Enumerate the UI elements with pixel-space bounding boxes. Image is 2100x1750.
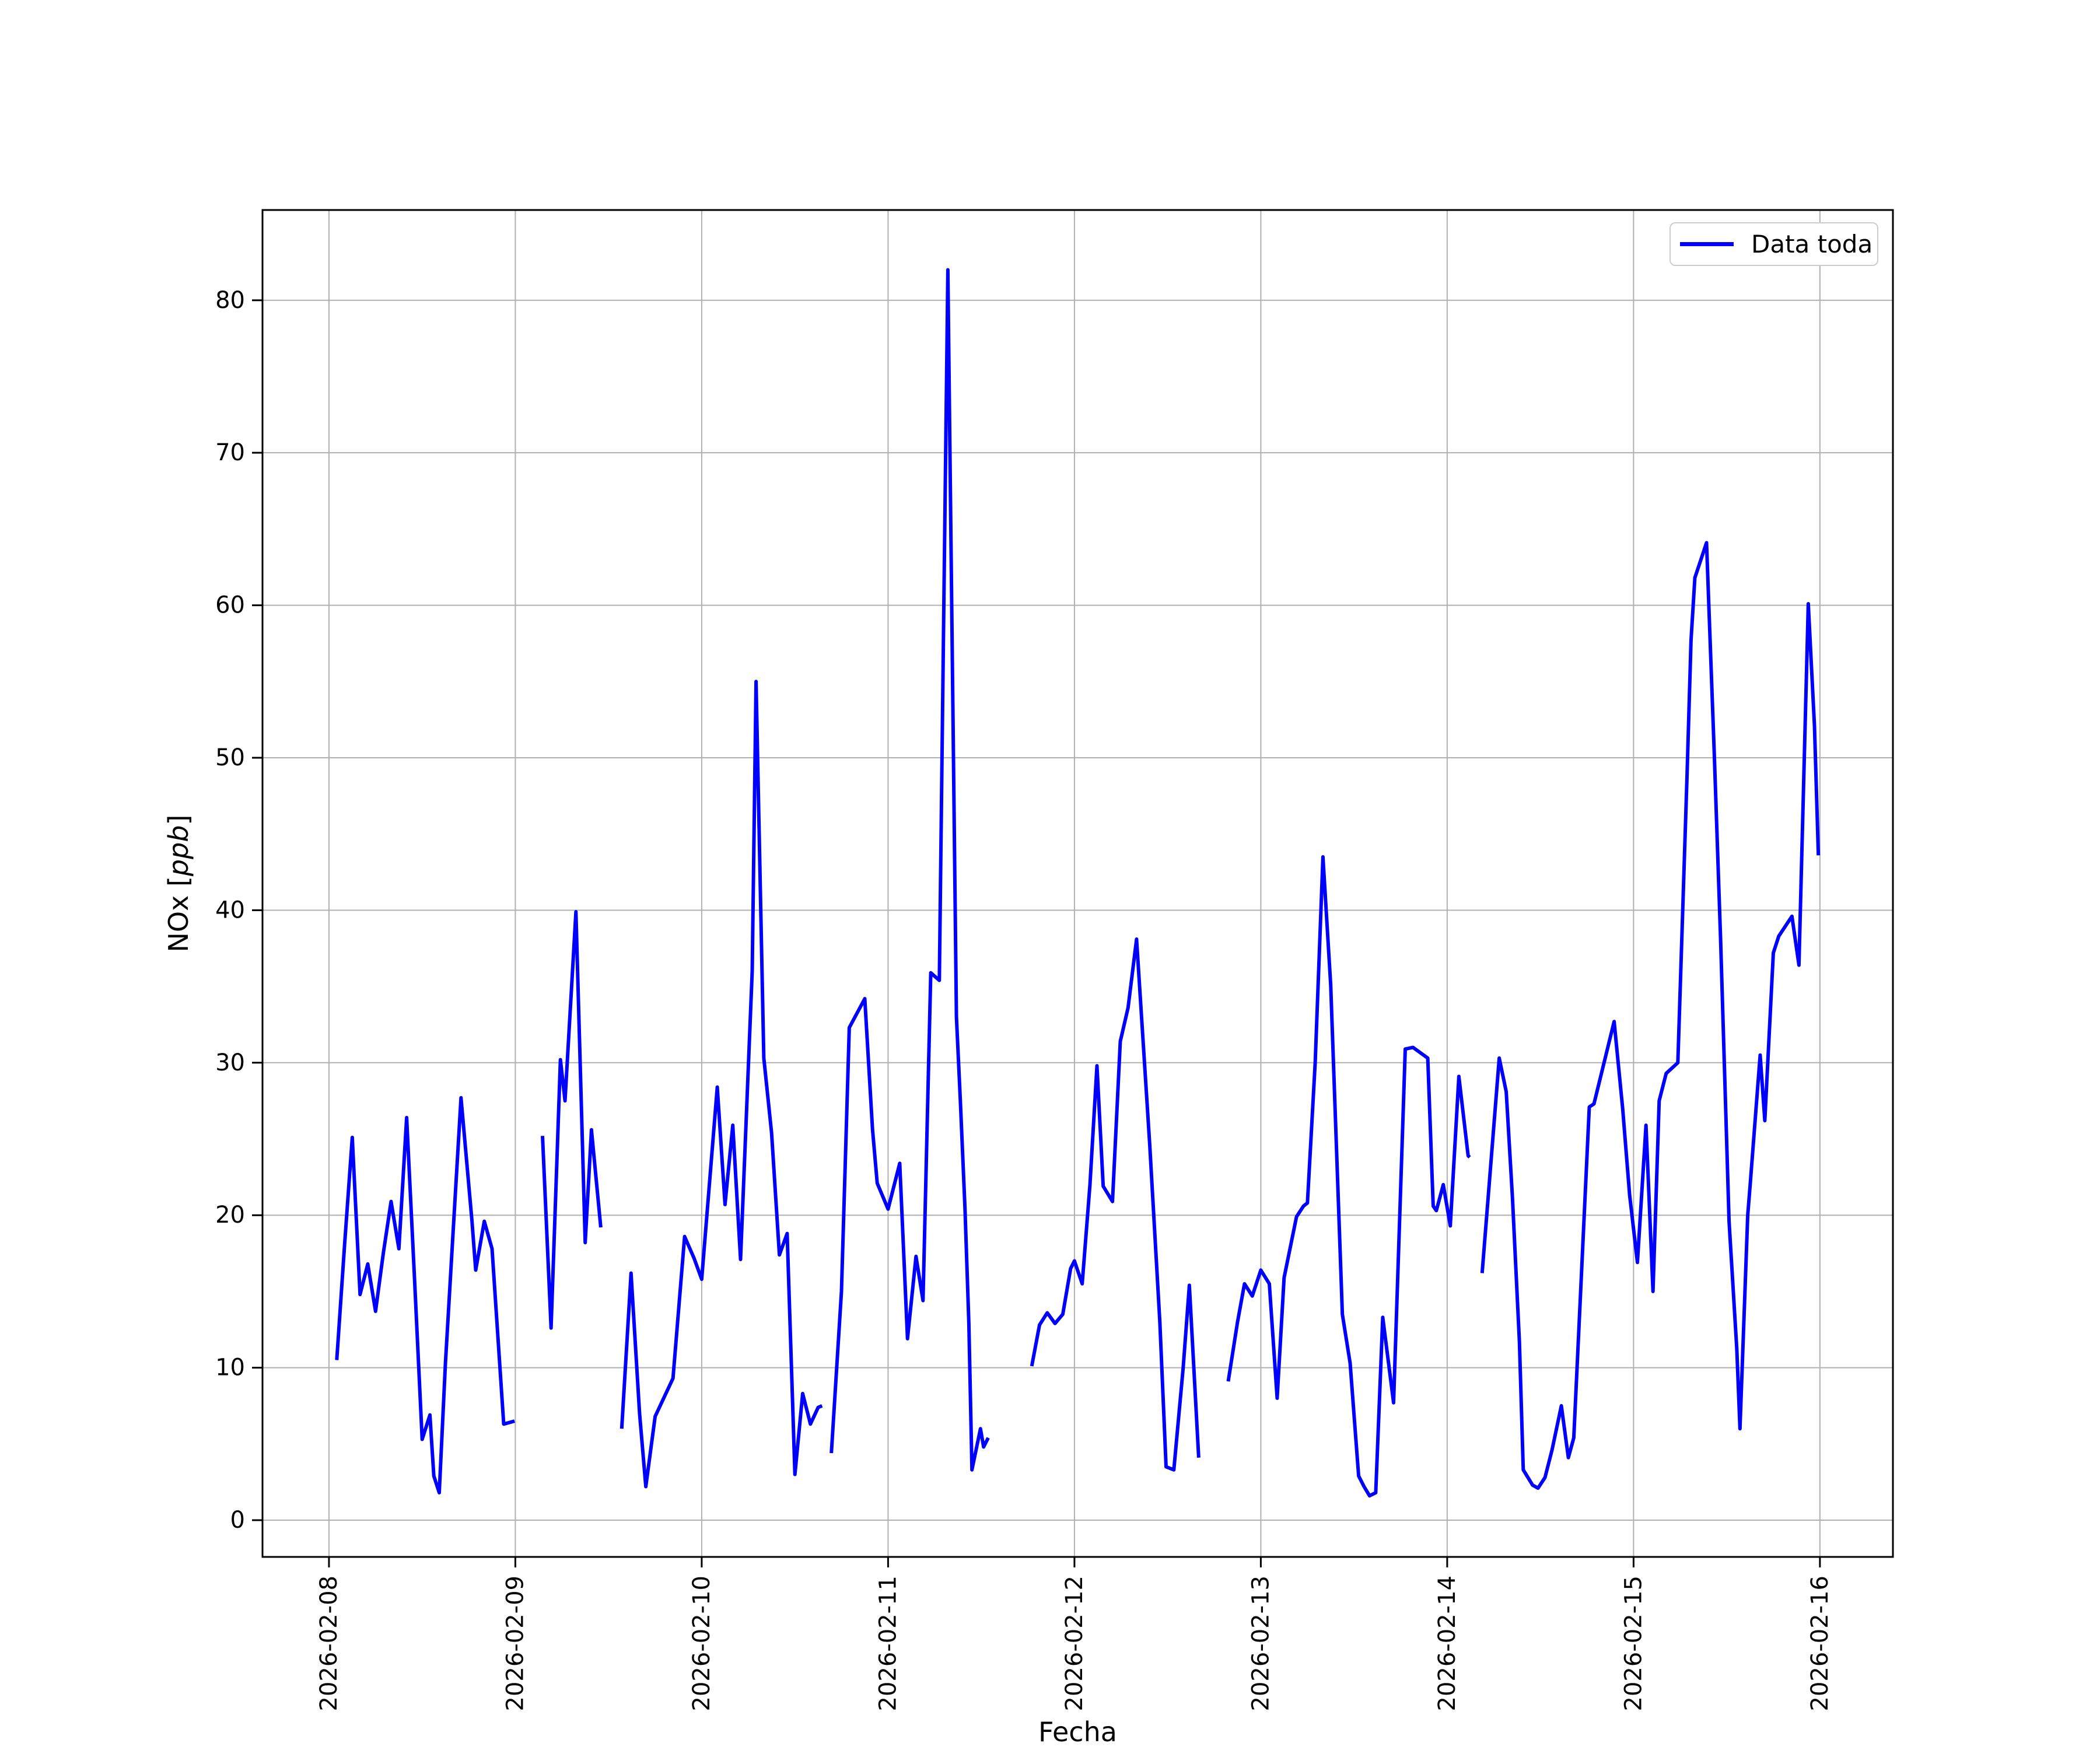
plot-frame xyxy=(261,209,1894,1558)
data-series xyxy=(335,268,1821,1498)
x-tick-label: 2026-02-11 xyxy=(874,1576,901,1711)
x-tick-label: 2026-02-13 xyxy=(1247,1576,1274,1711)
y-tick-label: 60 xyxy=(215,592,245,619)
x-tick-label: 2026-02-09 xyxy=(502,1576,528,1711)
y-tick-label: 50 xyxy=(215,744,245,771)
x-tick-label: 2026-02-16 xyxy=(1807,1576,1833,1711)
x-tick-label: 2026-02-14 xyxy=(1434,1576,1461,1711)
series-line xyxy=(620,680,823,1489)
series-line xyxy=(1226,855,1471,1498)
tick-labels: 0 10 20 30 40 50 60 70 80 2026-02-08 2026-02-09 202… xyxy=(215,287,1833,1712)
x-tick-label: 2026-02-15 xyxy=(1620,1576,1647,1711)
y-tick-label: 30 xyxy=(215,1049,245,1076)
x-tick-label: 2026-02-10 xyxy=(688,1576,715,1711)
y-tick-label: 20 xyxy=(215,1202,245,1228)
axis-ticks xyxy=(252,299,1821,1567)
series-line xyxy=(830,268,990,1472)
x-axis-label: Fecha xyxy=(1038,1716,1117,1748)
y-tick-label: 70 xyxy=(215,439,245,466)
series-line xyxy=(335,1096,515,1494)
y-axis-label: NOx [ppb] xyxy=(163,815,194,953)
x-tick-label: 2026-02-12 xyxy=(1061,1576,1088,1711)
y-tick-label: 40 xyxy=(215,897,245,923)
series-line xyxy=(541,910,603,1330)
series-line xyxy=(1030,937,1200,1472)
x-tick-label: 2026-02-08 xyxy=(316,1576,342,1711)
series-line xyxy=(1480,541,1821,1490)
legend: Data toda xyxy=(1670,222,1878,266)
y-tick-label: 0 xyxy=(230,1507,245,1534)
legend-label: Data toda xyxy=(1751,230,1873,258)
grid-lines xyxy=(262,210,1893,1557)
legend-line-swatch xyxy=(1680,242,1734,246)
y-tick-label: 10 xyxy=(215,1354,245,1381)
y-tick-label: 80 xyxy=(215,287,245,314)
